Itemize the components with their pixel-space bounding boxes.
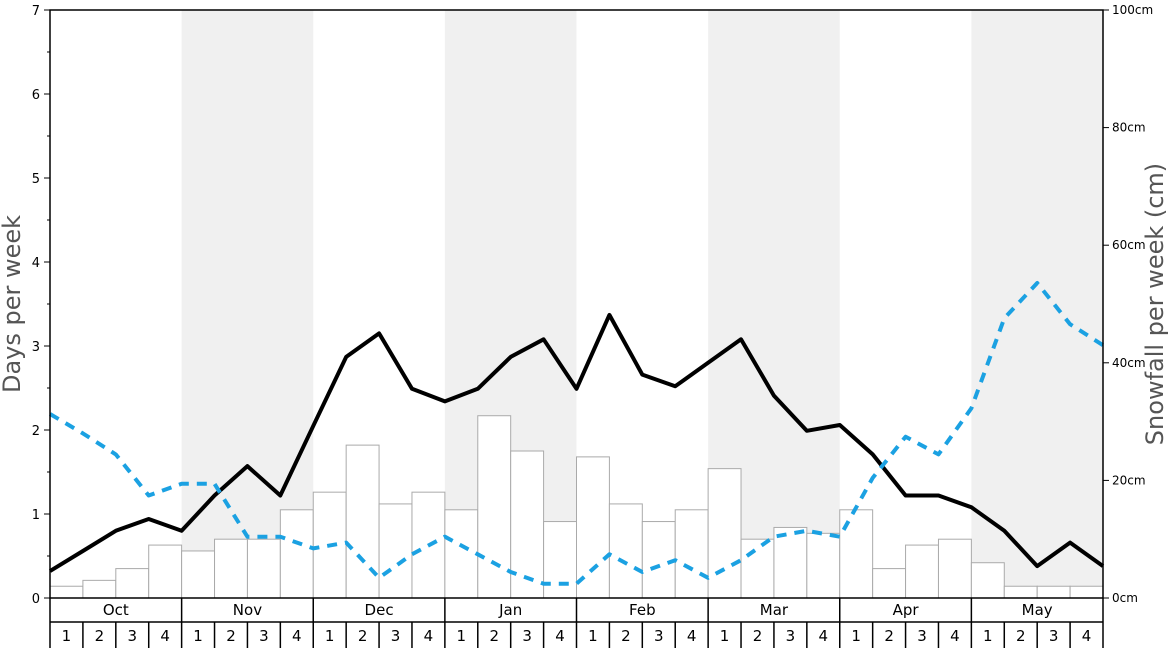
left-tick-label: 6: [32, 88, 40, 103]
snowfall-bar: [1069, 585, 1104, 599]
week-label: 4: [160, 627, 170, 645]
left-tick-label: 1: [32, 508, 40, 523]
week-label: 2: [358, 627, 368, 645]
snowfall-bar: [279, 509, 314, 599]
snowfall-bar: [444, 509, 479, 599]
right-tick-label: 20cm: [1112, 473, 1146, 487]
week-label: 1: [193, 627, 203, 645]
week-label: 2: [489, 627, 499, 645]
snowfall-bar: [608, 503, 643, 599]
snowfall-bar: [806, 532, 841, 599]
week-label: 1: [588, 627, 598, 645]
week-label: 4: [292, 627, 302, 645]
snowfall-bar: [115, 568, 150, 599]
snowfall-bar: [378, 503, 413, 599]
snowfall-bar: [905, 544, 939, 599]
week-label: 3: [786, 627, 796, 645]
snowfall-bar: [1003, 585, 1038, 599]
snowfall-bar: [872, 568, 907, 599]
month-week-table: Oct 1 2 3 4 Nov 1 2 3 4 Dec 1 2 3 4 Jan 1 2 3 4 Feb 1 2 3 4 Mar 1 2…: [49, 598, 1104, 648]
snowfall-bar: [148, 544, 183, 599]
week-label: 3: [522, 627, 532, 645]
snowfall-bar: [740, 538, 775, 599]
week-label: 1: [62, 627, 72, 645]
month-label: Jan: [498, 601, 522, 619]
snowfall-bar: [477, 415, 512, 599]
right-tick-label: 0cm: [1112, 591, 1138, 605]
month-label: May: [1022, 601, 1053, 619]
left-tick-label: 4: [32, 256, 40, 271]
trend-lines: [48, 281, 1105, 586]
month-band-nov: [181, 10, 314, 598]
right-tick-label: 100cm: [1112, 3, 1153, 17]
left-tick-label: 7: [32, 4, 40, 19]
month-band-may: [971, 10, 1103, 598]
snowfall-bar: [674, 509, 709, 599]
week-label: 2: [884, 627, 894, 645]
week-label: 4: [424, 627, 434, 645]
month-label: Feb: [629, 601, 656, 619]
left-axis-title: Days per week: [0, 215, 26, 393]
week-label: 3: [127, 627, 137, 645]
solid-series-line: [48, 312, 1105, 573]
snowfall-bar: [49, 585, 84, 599]
week-label: 4: [555, 627, 565, 645]
right-tick-label: 80cm: [1112, 121, 1146, 135]
week-label: 2: [1016, 627, 1026, 645]
snowfall-bar: [773, 526, 808, 599]
week-label: 4: [687, 627, 697, 645]
week-label: 4: [1082, 627, 1092, 645]
right-tick-label: 40cm: [1112, 356, 1146, 370]
month-label: Apr: [893, 601, 920, 619]
left-tick-label: 3: [32, 340, 40, 355]
dashed-series-line: [48, 281, 1105, 586]
week-label: 2: [621, 627, 631, 645]
week-label: 2: [95, 627, 105, 645]
snowfall-bar: [181, 550, 216, 599]
snowfall-bar: [970, 562, 1005, 599]
week-label: 3: [259, 627, 269, 645]
month-shade-bands: [181, 10, 1103, 598]
left-tick-label: 5: [32, 172, 40, 187]
right-axis-title: Snowfall per week (cm): [1141, 163, 1168, 445]
snowfall-bar: [641, 521, 676, 599]
snowfall-bar: [214, 538, 248, 599]
left-axis: 0 1 2 3 4 5 6 7: [32, 4, 50, 607]
week-label: 1: [457, 627, 467, 645]
snowfall-bar: [576, 456, 610, 599]
month-label: Nov: [233, 601, 262, 619]
snowfall-bar: [82, 579, 117, 599]
week-label: 4: [819, 627, 829, 645]
snowfall-bar: [1036, 585, 1071, 599]
right-axis: 0cm 20cm 40cm 60cm 80cm 100cm: [1103, 3, 1153, 605]
week-label: 1: [983, 627, 993, 645]
week-label: 3: [917, 627, 927, 645]
month-label: Oct: [103, 601, 129, 619]
left-tick-label: 0: [32, 592, 40, 607]
week-label: 1: [720, 627, 730, 645]
week-label: 1: [851, 627, 861, 645]
week-label: 3: [654, 627, 664, 645]
week-label: 3: [1049, 627, 1059, 645]
week-label: 4: [950, 627, 960, 645]
month-label: Dec: [365, 601, 394, 619]
snowfall-bar: [707, 468, 742, 599]
week-label: 2: [226, 627, 236, 645]
snowfall-bar: [543, 521, 577, 599]
month-label: Mar: [760, 601, 789, 619]
snowfall-bar: [937, 538, 972, 599]
week-label: 1: [325, 627, 335, 645]
left-tick-label: 2: [32, 424, 40, 439]
right-tick-label: 60cm: [1112, 238, 1146, 252]
snowfall-bar: [839, 509, 874, 599]
week-label: 2: [753, 627, 763, 645]
snowfall-bar: [246, 538, 281, 599]
week-label: 3: [391, 627, 401, 645]
